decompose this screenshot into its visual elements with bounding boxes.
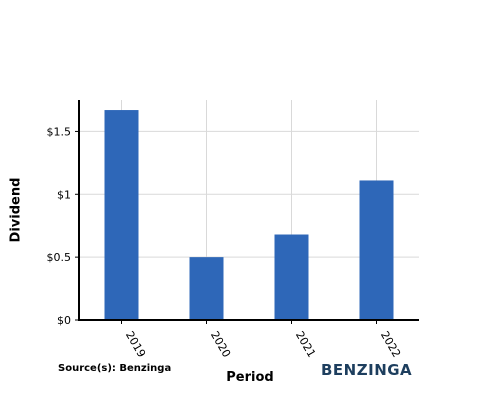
bars [104, 110, 394, 320]
x-tick-label: 2020 [208, 329, 233, 360]
bar-2022 [359, 180, 394, 320]
bar-2019 [104, 110, 139, 320]
y-tick-label: $0.5 [47, 251, 72, 264]
y-axis-ticks: $0 $0.5 $1 $1.5 [47, 125, 79, 327]
axes [78, 100, 419, 321]
source-note: Source(s): Benzinga [58, 363, 172, 374]
y-axis-label: Dividend [8, 177, 24, 243]
y-tick-label: $1.5 [47, 125, 72, 138]
x-axis-ticks: 2019 2020 2021 2022 [121, 320, 403, 360]
brand-logo: BENZINGA [321, 361, 413, 379]
x-tick-label: 2021 [293, 329, 318, 360]
y-tick-label: $0 [57, 314, 71, 327]
x-tick-label: 2019 [123, 329, 148, 360]
y-tick-label: $1 [57, 188, 71, 201]
x-tick-label: 2022 [378, 329, 403, 360]
bar-2020 [189, 257, 224, 320]
x-axis-label: Period [226, 370, 274, 385]
bar-2021 [274, 234, 309, 320]
